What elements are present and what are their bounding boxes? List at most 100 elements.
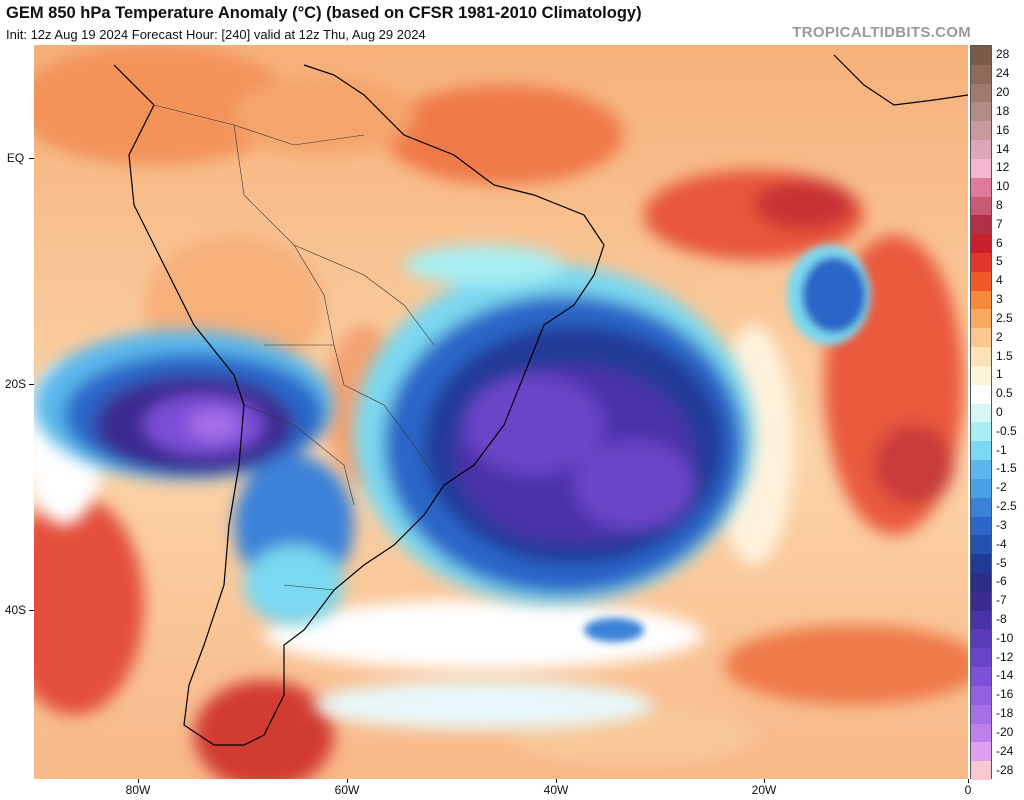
colorbar-label: 7 <box>996 216 1003 231</box>
x-label-40w: 40W <box>543 783 569 797</box>
colorbar-label: -0.5 <box>996 423 1017 438</box>
x-tick-40w <box>556 779 557 783</box>
colorbar-segment <box>971 422 991 442</box>
y-label-40s: 40S <box>4 603 27 617</box>
colorbar-label: -18 <box>996 706 1014 721</box>
colorbar-segment <box>971 253 991 273</box>
colorbar-segment <box>971 610 991 630</box>
colorbar-label: -20 <box>996 724 1014 739</box>
colorbar-label: 2 <box>996 329 1003 344</box>
colorbar-segment <box>971 83 991 103</box>
colorbar-label: 4 <box>996 273 1003 288</box>
colorbar-label: 20 <box>996 85 1010 100</box>
colorbar-label: 0 <box>996 405 1003 419</box>
x-tick-80w <box>138 779 139 783</box>
colorbar-label: -1 <box>996 442 1007 457</box>
x-label-80w: 80W <box>125 783 151 797</box>
map-subtitle: Init: 12z Aug 19 2024 Forecast Hour: [24… <box>6 27 426 42</box>
colorbar-segment <box>971 554 991 574</box>
colorbar-segment <box>971 177 991 198</box>
colorbar-segment <box>971 516 991 536</box>
colorbar-label: -10 <box>996 630 1014 645</box>
colorbar-segment <box>971 290 991 310</box>
colorbar-segment <box>971 761 991 781</box>
colorbar-segment <box>971 102 991 122</box>
coastline <box>113 64 605 746</box>
colorbar-segment <box>971 384 991 405</box>
colorbar-segment <box>971 478 991 499</box>
warm-anomaly-fields <box>34 45 968 779</box>
colorbar-label: -5 <box>996 555 1007 570</box>
y-label-20s: 20S <box>4 377 27 391</box>
colorbar-label: -8 <box>996 612 1007 627</box>
colorbar-label: -14 <box>996 668 1014 683</box>
x-tick-0 <box>968 779 969 783</box>
cold-anomaly-east <box>354 245 754 605</box>
x-label-0: 0 <box>964 783 972 797</box>
colorbar-label: 1 <box>996 367 1003 382</box>
colorbar-segment <box>971 234 991 254</box>
colorbar-label: -4 <box>996 536 1007 551</box>
colorbar-label: -12 <box>996 649 1014 664</box>
colorbar-label: 24 <box>996 66 1010 81</box>
colorbar-segment <box>971 121 991 141</box>
colorbar-segment <box>971 704 991 725</box>
colorbar-segment <box>971 535 991 555</box>
colorbar-segment <box>971 441 991 461</box>
credit-watermark: TROPICALTIDBITS.COM <box>792 24 971 41</box>
colorbar-label: 18 <box>996 103 1010 118</box>
temperature-anomaly-map <box>34 45 968 779</box>
colorbar-segment <box>971 271 991 292</box>
colorbar-segment <box>971 572 991 593</box>
y-label-eq: EQ <box>6 151 25 165</box>
y-tick-eq <box>29 158 34 159</box>
colorbar-segment <box>971 309 991 329</box>
colorbar-label: -28 <box>996 762 1014 777</box>
colorbar-segment <box>971 497 991 517</box>
colorbar-label: 14 <box>996 141 1010 156</box>
x-label-20w: 20W <box>751 783 777 797</box>
colorbar-segment <box>971 215 991 235</box>
x-label-60w: 60W <box>334 783 360 797</box>
country-borders <box>153 104 435 591</box>
colorbar-segment <box>971 667 991 687</box>
colorbar-segment <box>971 328 991 348</box>
colorbar-segment <box>971 158 991 179</box>
x-tick-60w <box>347 779 348 783</box>
colorbar-segment <box>971 196 991 216</box>
colorbar-segment <box>971 723 991 743</box>
colorbar-label: 10 <box>996 179 1010 194</box>
colorbar-label: -24 <box>996 743 1014 758</box>
colorbar-label: -1.5 <box>996 461 1017 476</box>
colorbar-segment <box>971 629 991 649</box>
colorbar-segment <box>971 685 991 706</box>
y-tick-20s <box>29 384 34 385</box>
colorbar-label: 1.5 <box>996 348 1013 363</box>
y-tick-40s <box>29 610 34 611</box>
cold-anomaly-west <box>34 330 354 625</box>
colorbar-segment <box>971 742 991 762</box>
cold-cell-mid-atlantic <box>584 245 871 642</box>
colorbar-label: 0.5 <box>996 386 1013 401</box>
colorbar-label: 5 <box>996 254 1003 269</box>
colorbar <box>970 45 992 781</box>
colorbar-label: 2.5 <box>996 310 1013 325</box>
colorbar-segment <box>971 403 991 423</box>
colorbar-segment <box>971 365 991 386</box>
colorbar-label: 28 <box>996 47 1010 62</box>
colorbar-segment <box>971 140 991 160</box>
colorbar-label: 3 <box>996 292 1003 307</box>
colorbar-label: -2.5 <box>996 499 1017 514</box>
colorbar-label: 8 <box>996 197 1003 212</box>
colorbar-label: 6 <box>996 235 1003 250</box>
x-tick-20w <box>764 779 765 783</box>
colorbar-segment <box>971 347 991 367</box>
colorbar-segment <box>971 46 991 66</box>
map-title: GEM 850 hPa Temperature Anomaly (°C) (ba… <box>6 4 642 22</box>
colorbar-segment <box>971 648 991 668</box>
colorbar-label: -2 <box>996 480 1007 495</box>
colorbar-label: -6 <box>996 574 1007 589</box>
colorbar-label: -16 <box>996 687 1014 702</box>
colorbar-segment <box>971 460 991 480</box>
colorbar-label: 12 <box>996 160 1010 175</box>
